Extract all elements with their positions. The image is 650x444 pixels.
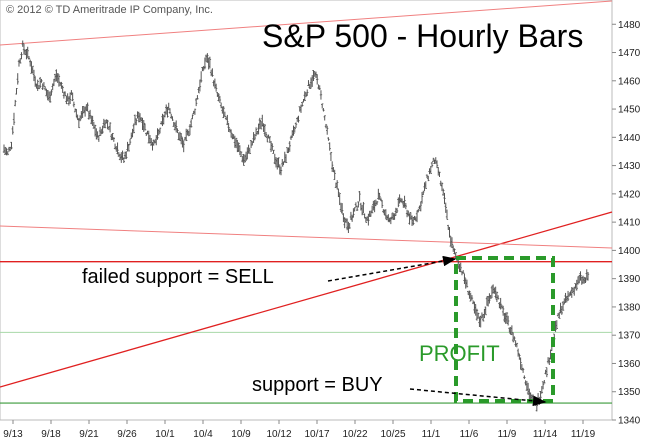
x-tick-label: 10/9 [231, 429, 251, 440]
annotation-profit-label: PROFIT [419, 341, 500, 366]
y-tick-label: 1380 [618, 302, 641, 313]
x-tick-label: 9/18 [41, 429, 61, 440]
y-tick-label: 1480 [618, 20, 641, 31]
light-red-downtrend-line [0, 225, 613, 249]
x-tick-label: 11/1 [422, 429, 441, 440]
chart-title: S&P 500 - Hourly Bars [262, 18, 583, 54]
light-red-upper-line [0, 0, 613, 46]
x-tick-label: 9/13 [3, 429, 23, 440]
y-tick-label: 1340 [618, 416, 641, 427]
plot-frame [0, 0, 613, 421]
price-bars [2, 40, 590, 412]
y-tick-label: 1420 [618, 189, 641, 200]
y-tick-label: 1440 [618, 133, 641, 144]
y-tick-label: 1350 [618, 387, 641, 398]
x-tick-label: 9/21 [79, 429, 99, 440]
x-tick-label: 10/17 [304, 429, 329, 440]
x-tick-label: 9/26 [117, 429, 137, 440]
y-axis: 1340 1350 1360 1370 1380 1390 1400 1410 1420 1430… [612, 20, 641, 427]
y-tick-label: 1450 [618, 105, 641, 116]
annotation-buy-label: support = BUY [252, 374, 383, 396]
y-tick-label: 1460 [618, 76, 641, 87]
profit-box [454, 256, 555, 403]
x-axis: 9/13 9/18 9/21 9/26 10/1 10/4 10/9 10/12 10/17 10… [3, 420, 596, 440]
annotation-sell-arrow [327, 255, 457, 282]
y-tick-label: 1410 [618, 218, 641, 229]
red-uptrend-line [0, 211, 613, 388]
annotation-sell-label: failed support = SELL [82, 266, 274, 288]
x-tick-label: 11/14 [533, 429, 558, 440]
x-tick-label: 11/19 [571, 429, 596, 440]
copyright: © 2012 © TD Ameritrade IP Company, Inc. [6, 4, 213, 16]
annotation-buy-arrow [409, 388, 547, 407]
x-tick-label: 10/12 [266, 429, 291, 440]
x-tick-label: 10/1 [155, 429, 175, 440]
y-tick-label: 1370 [618, 331, 641, 342]
y-tick-label: 1400 [618, 246, 641, 257]
x-tick-label: 10/25 [380, 429, 405, 440]
y-tick-label: 1470 [618, 48, 641, 59]
x-tick-label: 11/9 [498, 429, 517, 440]
x-tick-label: 11/6 [460, 429, 479, 440]
y-tick-label: 1360 [618, 359, 641, 370]
reference-lines [0, 0, 613, 404]
y-tick-label: 1430 [618, 161, 641, 172]
y-tick-label: 1390 [618, 274, 641, 285]
x-tick-label: 10/22 [342, 429, 367, 440]
x-tick-label: 10/4 [193, 429, 213, 440]
